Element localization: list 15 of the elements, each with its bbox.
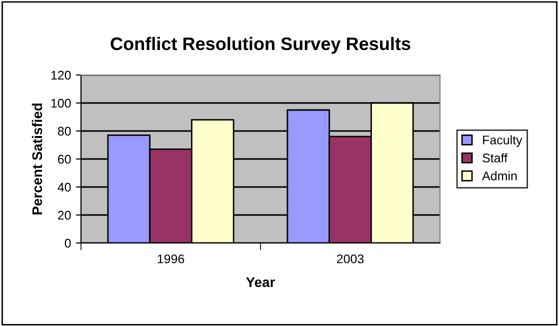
legend-label: Staff [482, 153, 508, 162]
y-tick-label: 60 [58, 154, 71, 164]
legend-label: Faculty [483, 135, 522, 147]
y-tick-label: 20 [58, 210, 71, 220]
y-tick-label: 0 [64, 238, 71, 248]
chart-title: Conflict Resolution Survey Results [110, 36, 410, 54]
y-tick-label: 40 [58, 182, 71, 192]
x-tick-label: 1996 [158, 254, 184, 264]
legend-label: Admin [482, 171, 517, 180]
y-tick-label: 100 [51, 98, 71, 108]
y-tick-label: 80 [58, 126, 71, 136]
x-tick-label: 2003 [336, 254, 364, 264]
y-tick-label: 120 [51, 70, 71, 80]
y-axis-title: Percent Satisfied [32, 104, 42, 214]
x-axis-title: Year [246, 277, 275, 288]
